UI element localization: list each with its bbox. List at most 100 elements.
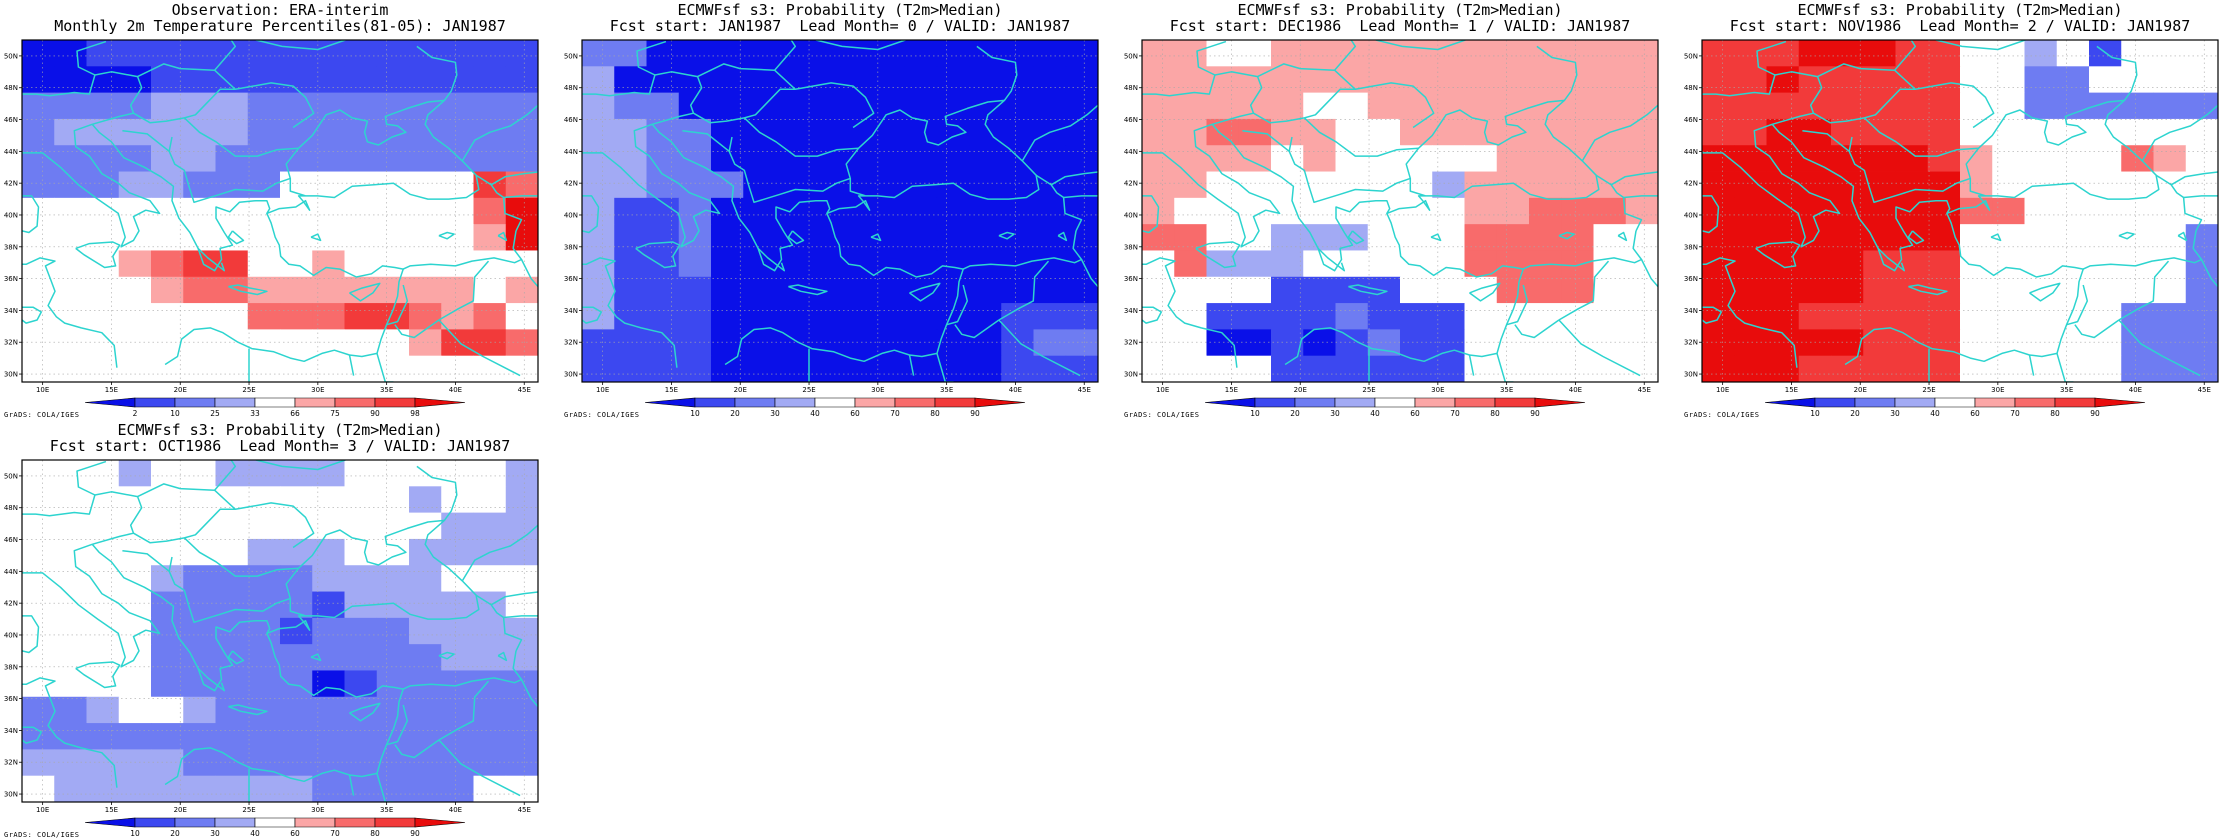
coastline xyxy=(228,284,268,296)
grid-cell xyxy=(1335,224,1369,251)
grid-cell xyxy=(1593,66,1627,94)
grid-cell xyxy=(54,617,87,645)
grid-cell xyxy=(807,355,841,383)
colorbar-segment xyxy=(84,817,136,828)
grid-cell xyxy=(376,224,410,251)
coastline xyxy=(2177,231,2188,242)
grid-cell xyxy=(1992,145,2025,172)
map-frame xyxy=(1701,39,2219,383)
coastline xyxy=(520,679,538,708)
grid-cell xyxy=(872,118,905,146)
grid-cell xyxy=(1561,66,1594,94)
grid-cell xyxy=(1831,303,1864,330)
grid-cell xyxy=(1702,66,1735,94)
grid-cell xyxy=(376,250,410,278)
grid-cell xyxy=(872,66,905,94)
coastline xyxy=(197,667,226,692)
colorbar-segment xyxy=(814,397,856,408)
colorbar-segment xyxy=(894,397,936,408)
coastline xyxy=(1702,123,1841,248)
grid-cell xyxy=(2185,355,2219,383)
grid-cell xyxy=(1271,171,1304,199)
grid-cell xyxy=(1033,329,1067,357)
grid-cell xyxy=(505,329,539,357)
grid-cell xyxy=(409,276,442,304)
grid-cell xyxy=(678,66,712,94)
grid-cell xyxy=(1174,250,1207,278)
grid-cell xyxy=(247,118,281,146)
grid-cell xyxy=(118,329,152,357)
grid-cell xyxy=(22,355,55,383)
grid-cell xyxy=(54,486,87,514)
grid-cell xyxy=(86,512,120,540)
grid-cell xyxy=(1432,40,1465,67)
grid-cell xyxy=(969,250,1002,278)
lat-label: 44N xyxy=(4,568,18,576)
grid-cell xyxy=(1464,92,1498,120)
coastline xyxy=(582,257,678,368)
grid-cell xyxy=(22,66,55,94)
grid-cell xyxy=(1734,40,1767,67)
coastline xyxy=(376,773,394,802)
grid-cell xyxy=(775,92,809,120)
grid-cell xyxy=(1863,145,1896,172)
grid-cell xyxy=(376,66,410,94)
grid-cell xyxy=(118,276,152,304)
grid-cell xyxy=(1303,355,1336,383)
lat-label: 44N xyxy=(564,148,578,156)
grid-cell xyxy=(1174,118,1207,146)
grid-cell xyxy=(1142,355,1175,383)
coastline xyxy=(475,171,538,186)
grid-cell xyxy=(118,171,152,199)
lat-label: 30N xyxy=(564,371,578,379)
grid-cell xyxy=(1335,276,1369,304)
grid-cell xyxy=(1271,66,1304,94)
grid-cell xyxy=(473,92,507,120)
grid-cell xyxy=(1593,197,1627,225)
map-frame xyxy=(1141,39,1659,383)
grid-cell xyxy=(1303,40,1336,67)
lat-label: 50N xyxy=(1124,52,1138,60)
grid-cell xyxy=(807,171,841,199)
grid-cell xyxy=(1142,224,1175,251)
colorbar-segment xyxy=(934,397,976,408)
grid-cell xyxy=(1927,66,1961,94)
colorbar-label: 33 xyxy=(250,409,260,418)
grid-cell xyxy=(1400,171,1433,199)
grid-cell xyxy=(1529,197,1562,225)
grid-cell xyxy=(1895,329,1929,357)
lon-label: 35E xyxy=(1500,386,1513,394)
grid-cell xyxy=(2185,92,2219,120)
lon-label: 10E xyxy=(596,386,609,394)
grid-cell xyxy=(22,591,55,619)
lon-label: 20E xyxy=(734,386,747,394)
grid-cell xyxy=(505,303,539,330)
grid-cell xyxy=(904,145,938,172)
grid-cell xyxy=(409,591,442,619)
grid-cell xyxy=(473,723,507,750)
coastline xyxy=(438,319,521,377)
grid-cell xyxy=(1593,171,1627,199)
grid-cell xyxy=(807,66,841,94)
grid-cell xyxy=(118,670,152,698)
grid-cell xyxy=(441,617,474,645)
grid-cell xyxy=(1001,92,1034,120)
grid-cell xyxy=(807,145,841,172)
coastline xyxy=(490,184,523,232)
grid-cell xyxy=(215,723,249,750)
grid-cell xyxy=(280,749,313,777)
grads-credit: GrADS: COLA/IGES xyxy=(564,411,640,419)
grid-cell xyxy=(151,696,184,724)
grid-cell xyxy=(376,40,410,67)
grid-cell xyxy=(1367,197,1401,225)
lat-label: 50N xyxy=(564,52,578,60)
colorbar-segment xyxy=(214,397,256,408)
grid-cell xyxy=(2089,276,2122,304)
map-plot: 10E 15E 20E 25E 30E 35E 40E 45E 30N 32N 34N 36N 38N 4… xyxy=(1124,39,1659,418)
grid-cell xyxy=(1529,250,1562,278)
coastline xyxy=(682,129,730,152)
grid-cell xyxy=(183,486,216,514)
coastline xyxy=(1035,171,1098,186)
grid-cell xyxy=(183,40,216,67)
coastlines xyxy=(1142,40,1658,382)
